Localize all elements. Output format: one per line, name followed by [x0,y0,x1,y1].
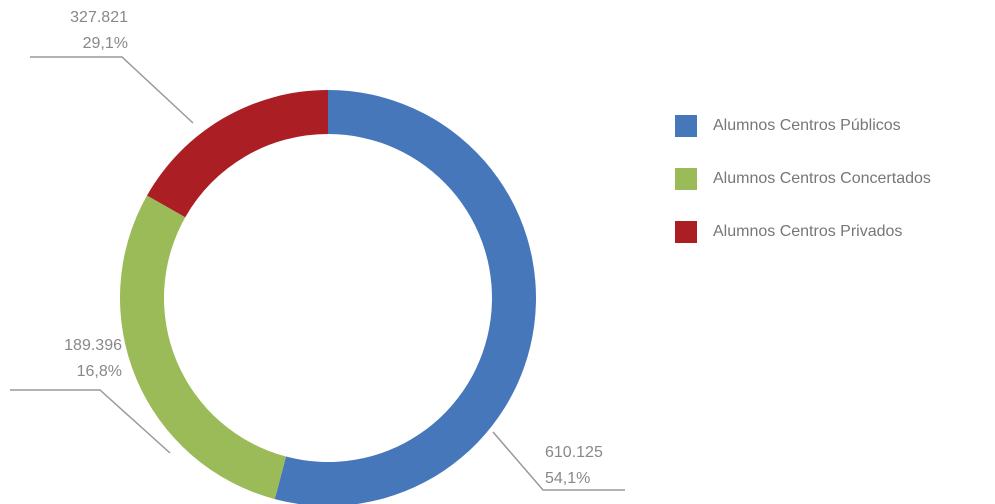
donut-slice [274,90,536,504]
value-label: 610.125 [545,444,603,461]
legend-swatch [675,168,697,190]
percent-label: 29,1% [83,35,128,52]
donut-slice [120,195,287,500]
legend-swatch [675,115,697,137]
leader-line [30,56,194,124]
leader-line [492,431,625,491]
leader-line [10,389,171,454]
legend-swatch [675,221,697,243]
legend-label: Alumnos Centros Privados [713,223,902,240]
percent-label: 54,1% [545,470,590,487]
donut-slice [147,90,328,218]
value-label: 189.396 [64,337,122,354]
percent-label: 16,8% [77,363,122,380]
legend-label: Alumnos Centros Concertados [713,170,931,187]
value-label: 327.821 [70,9,128,26]
legend-label: Alumnos Centros Públicos [713,117,901,134]
